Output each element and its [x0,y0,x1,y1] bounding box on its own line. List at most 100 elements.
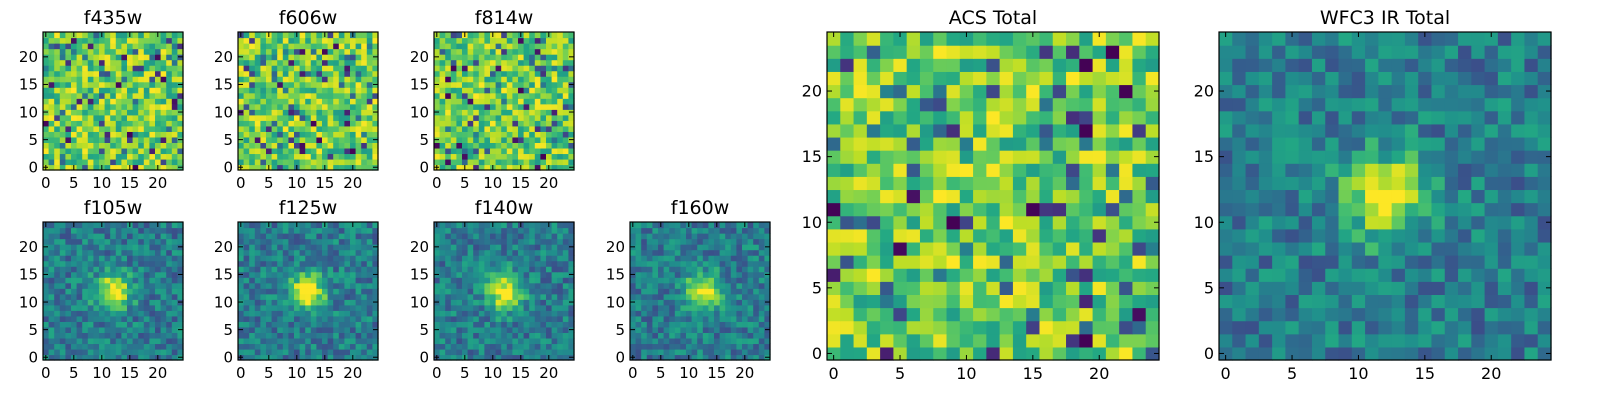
heatmap-cell [512,142,519,149]
heatmap-cell [93,136,100,143]
heatmap-cell [43,310,50,317]
heatmap-cell [322,244,329,251]
heatmap-cell [557,37,564,44]
heatmap-cell [338,354,345,361]
heatmap-cell [338,266,345,273]
heatmap-cell [288,299,295,306]
heatmap-cell [344,43,351,50]
heatmap-cell [551,87,558,94]
heatmap-cell [121,326,128,333]
heatmap-cell [355,260,362,267]
heatmap-cell [473,227,480,234]
heatmap-cell [71,260,78,267]
heatmap-cell [288,310,295,317]
y-tick-label: 20 [410,48,429,66]
heatmap-cell [322,153,329,160]
heatmap-cell [518,98,525,105]
heatmap-cell [238,343,245,350]
heatmap-cell [155,81,162,88]
heatmap-cell [534,354,541,361]
heatmap-cell [551,288,558,295]
heatmap-cell [529,87,536,94]
heatmap-cell [439,337,446,345]
heatmap-cell [562,43,569,50]
heatmap-cell [333,92,340,99]
heatmap-cell [155,233,162,240]
heatmap-cell [333,282,340,289]
heatmap-cell [43,98,50,105]
heatmap-cell [76,48,83,55]
heatmap-cell [54,142,61,149]
heatmap-cell [249,37,256,44]
heatmap-cell [71,315,78,322]
heatmap-cell [43,147,50,155]
heatmap-cell [149,343,156,350]
heatmap-cell [674,282,681,289]
heatmap-cell [322,271,329,278]
heatmap-cell [764,315,771,322]
heatmap-cell [322,288,329,295]
heatmap-cell [747,337,754,345]
heatmap-cell [249,153,256,160]
heatmap-cell [322,136,329,143]
heatmap-cell [48,238,55,245]
heatmap-cell [719,233,726,240]
y-tick-label: 10 [410,103,429,121]
heatmap-cell [149,54,156,61]
heatmap-cell [71,114,78,121]
heatmap-cell [641,299,648,306]
heatmap-cell [254,348,261,356]
heatmap-cell [478,147,485,155]
heatmap-cell [523,249,530,256]
heatmap-cell [350,81,357,88]
heatmap-cell [361,343,368,350]
heatmap-cell [866,215,881,230]
heatmap-cell [277,304,284,311]
heatmap-cell [840,241,855,256]
heatmap-cell [322,92,329,99]
heatmap-cell [160,244,167,251]
heatmap-cell [506,158,513,166]
heatmap-cell [730,299,737,306]
heatmap-cell [260,59,267,66]
heatmap-cell [490,48,497,55]
heatmap-cell [65,59,72,66]
heatmap-cell [473,48,480,55]
heatmap-cell [540,158,547,166]
heatmap-cell [445,98,452,105]
heatmap-cell [534,92,541,99]
y-tick-label: 0 [419,348,429,366]
x-tick-label: 15 [120,364,139,382]
heatmap-cell [467,48,474,55]
heatmap-cell [372,103,379,110]
heatmap-cell [305,98,312,105]
heatmap-cell [76,81,83,88]
heatmap-cell [299,244,306,251]
heatmap-cell [155,326,162,333]
heatmap-cell [299,37,306,44]
heatmap-cell [551,103,558,110]
heatmap-cell [327,315,334,322]
heatmap-cell [680,277,687,284]
heatmap-cell [456,98,463,105]
heatmap-cell [344,315,351,322]
heatmap-cell [271,131,278,138]
heatmap-cell [490,343,497,350]
heatmap-cell [456,337,463,345]
heatmap-cell [462,293,469,300]
heatmap-cell [71,299,78,306]
heatmap-cell [59,288,66,295]
heatmap-cell [99,343,106,350]
heatmap-cell [506,87,513,94]
heatmap-cell [327,109,334,116]
heatmap-cell [294,315,301,322]
heatmap-cell [322,114,329,121]
heatmap-cell [350,260,357,267]
heatmap-cell [93,348,100,356]
heatmap-cell [93,244,100,251]
heatmap-cell [48,315,55,322]
heatmap-cell [305,288,312,295]
heatmap-cell [462,255,469,262]
heatmap-cell [540,164,547,171]
heatmap-cell [445,266,452,273]
